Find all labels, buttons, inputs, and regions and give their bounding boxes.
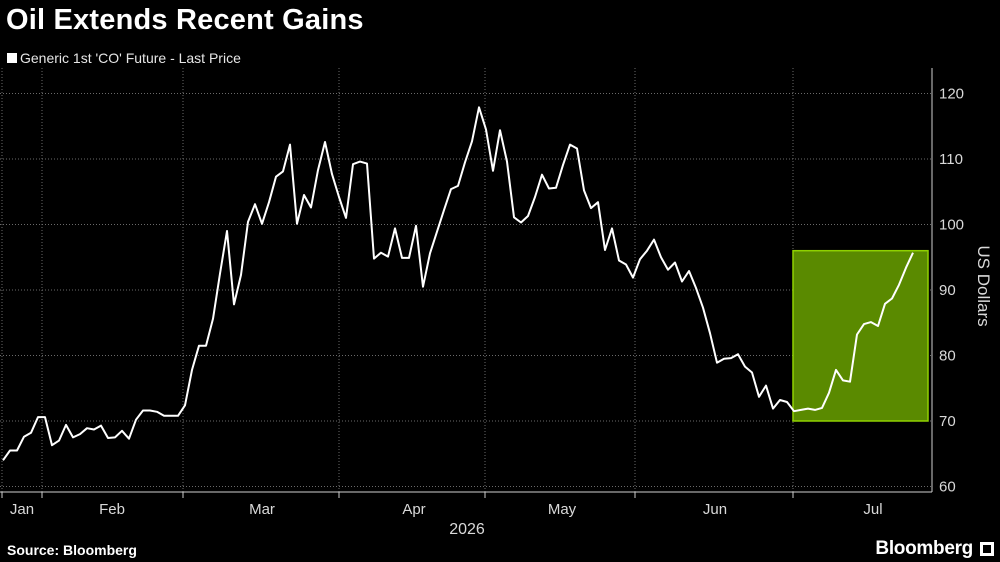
y-tick-label: 90 bbox=[939, 282, 956, 299]
gridlines bbox=[0, 68, 932, 492]
y-axis-label: US Dollars bbox=[974, 245, 993, 326]
x-tick-label: Mar bbox=[249, 501, 275, 518]
y-axis: 60 70 80 90 100 110 120 bbox=[931, 68, 964, 496]
x-tick-label: May bbox=[548, 501, 577, 518]
x-tick-label: Jan bbox=[10, 501, 34, 518]
bloomberg-logo: Bloomberg bbox=[875, 538, 973, 559]
x-axis: Jan Feb Mar Apr May Jun Jul bbox=[0, 491, 932, 518]
y-tick-label: 110 bbox=[939, 151, 963, 168]
y-tick-label: 120 bbox=[939, 86, 964, 103]
legend-swatch bbox=[7, 53, 17, 63]
legend-label: Generic 1st 'CO' Future - Last Price bbox=[20, 50, 241, 66]
source-note: Source: Bloomberg bbox=[7, 542, 137, 558]
x-tick-label: Apr bbox=[402, 501, 425, 518]
legend: Generic 1st 'CO' Future - Last Price bbox=[7, 50, 241, 66]
chart-title: Oil Extends Recent Gains bbox=[6, 4, 364, 36]
x-tick-label: Jun bbox=[703, 501, 727, 518]
y-tick-label: 100 bbox=[939, 217, 964, 234]
series-line bbox=[2, 106, 914, 461]
x-tick-label: Jul bbox=[863, 501, 882, 518]
y-tick-label: 70 bbox=[939, 413, 956, 430]
brand-mark-icon bbox=[980, 542, 994, 556]
y-tick-label: 80 bbox=[939, 348, 956, 365]
highlight-box bbox=[792, 249, 929, 422]
y-tick-label: 60 bbox=[939, 479, 956, 496]
x-axis-label: 2026 bbox=[449, 521, 485, 538]
x-tick-label: Feb bbox=[99, 501, 125, 518]
